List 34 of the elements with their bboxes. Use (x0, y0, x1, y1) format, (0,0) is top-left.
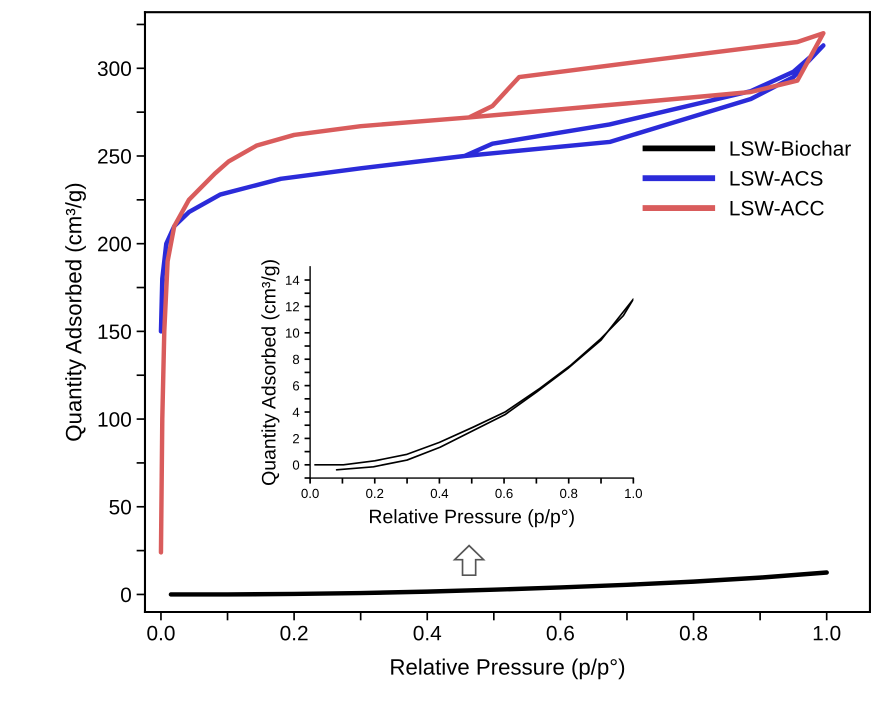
x-tick-label: 0.2 (280, 626, 308, 640)
legend-label: LSW-ACC (730, 200, 824, 216)
y-tick-label: 6 (293, 381, 300, 391)
y-tick-label: 12 (286, 302, 300, 312)
y-tick-label: 250 (98, 148, 131, 164)
x-tick-label: 0.6 (495, 488, 513, 498)
x-tick-label: 0.0 (301, 488, 319, 498)
y-axis-title: Quantity Adsorbed (cm³/g) (261, 260, 280, 485)
y-axis-title: Quantity Adsorbed (cm³/g) (65, 184, 86, 441)
y-tick-label: 8 (292, 354, 300, 364)
x-tick-label: 0.8 (680, 626, 708, 640)
y-tick-label: 150 (98, 324, 131, 340)
x-tick-label: 0.4 (414, 626, 442, 640)
x-axis-title: Relative Pressure (p/p°) (391, 658, 624, 680)
y-tick-label: 2 (293, 434, 300, 444)
y-tick-label: 300 (98, 61, 131, 76)
x-tick-label: 0.2 (366, 488, 384, 498)
y-tick-label: 200 (98, 236, 131, 252)
x-axis-title: Relative Pressure (p/p°) (370, 509, 574, 528)
y-tick-label: 100 (98, 412, 131, 427)
y-tick-label: 0 (292, 460, 300, 470)
x-tick-label: 0.4 (430, 488, 448, 498)
x-tick-label: 0.6 (546, 626, 574, 640)
y-tick-label: 4 (292, 408, 300, 417)
x-tick-label: 0.0 (147, 626, 175, 640)
y-tick-label: 0 (121, 587, 131, 602)
y-tick-label: 50 (109, 500, 131, 515)
y-tick-label: 14 (286, 276, 300, 285)
legend-label: LSW-ACS (730, 170, 822, 186)
x-tick-label: 1.0 (625, 488, 642, 498)
x-tick-label: 0.8 (560, 488, 578, 498)
y-tick-label: 10 (286, 328, 300, 338)
x-tick-label: 1.0 (814, 626, 840, 640)
legend-label: LSW-Biochar (730, 140, 851, 156)
